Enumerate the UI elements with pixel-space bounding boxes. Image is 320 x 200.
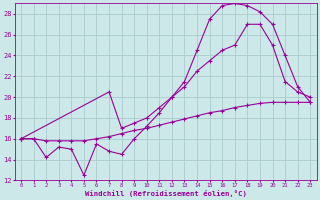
- X-axis label: Windchill (Refroidissement éolien,°C): Windchill (Refroidissement éolien,°C): [85, 190, 247, 197]
